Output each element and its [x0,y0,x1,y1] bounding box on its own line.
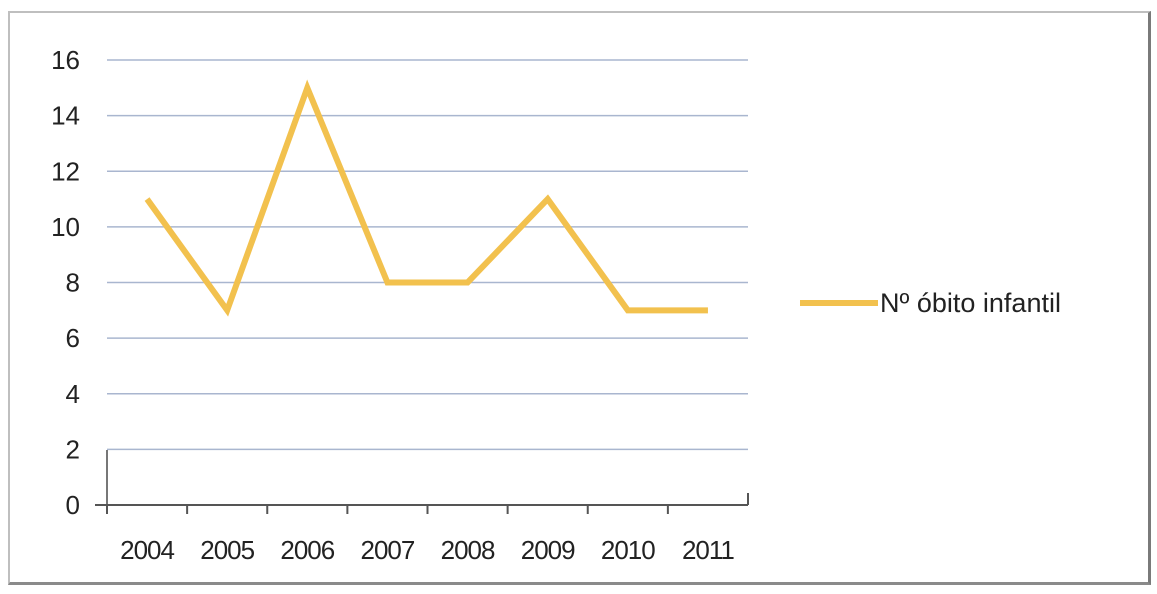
gridlines [107,59,748,451]
legend: Nº óbito infantil [800,288,1061,318]
series-group [144,79,709,317]
legend-label: Nº óbito infantil [880,288,1061,318]
y-tick-label-10: 10 [51,212,80,242]
x-tick-label-2005: 2005 [200,535,254,565]
x-tick-label-2006: 2006 [280,535,334,565]
y-tick-label-6: 6 [66,323,80,353]
y-tick-label-12: 12 [51,156,80,186]
x-tick-label-2011: 2011 [682,535,734,565]
y-tick-label-16: 16 [51,45,80,75]
x-tick-label-2010: 2010 [601,535,655,565]
chart-frame [8,11,1151,585]
x-tick-label-2007: 2007 [361,535,415,565]
x-axis-ticks: 2004 2005 2006 2007 2008 2009 2010 2011 [120,535,735,565]
axes [95,450,749,514]
x-tick-label-2008: 2008 [441,535,495,565]
y-tick-label-4: 4 [66,379,80,409]
series-line-0 [144,79,708,317]
y-axis-ticks: 0 2 4 6 8 10 12 14 16 [51,45,80,520]
y-tick-label-2: 2 [66,434,80,464]
x-tick-label-2004: 2004 [120,535,174,565]
y-tick-label-14: 14 [51,101,80,131]
x-tick-label-2009: 2009 [521,535,575,565]
y-tick-label-0: 0 [66,490,80,520]
y-tick-label-8: 8 [66,268,80,298]
